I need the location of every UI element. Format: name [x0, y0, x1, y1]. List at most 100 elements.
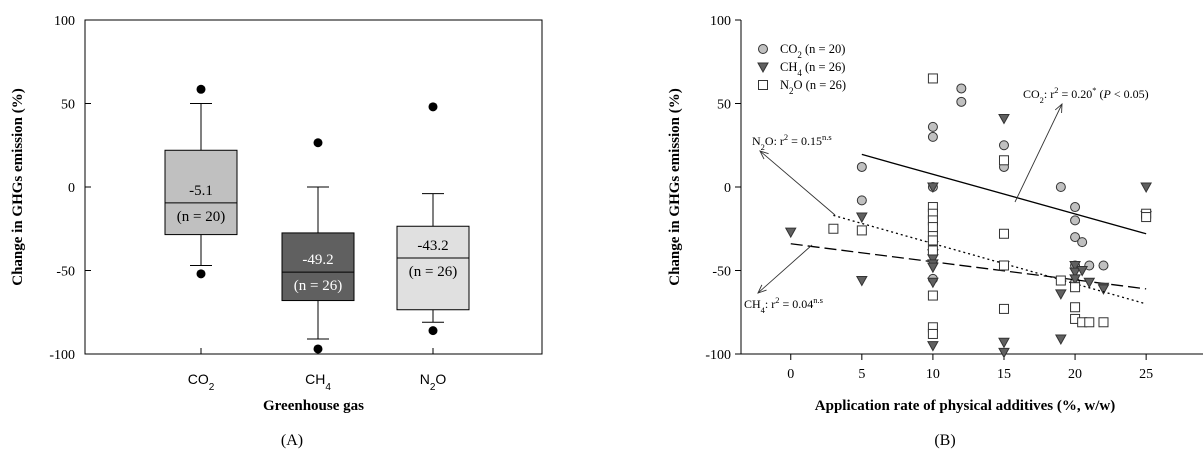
data-point: [855, 212, 868, 224]
data-point: [1141, 212, 1152, 223]
legend-label: CO2 (n = 20): [780, 42, 845, 60]
legend-marker: [758, 44, 768, 54]
data-point: [927, 245, 938, 256]
x-tick-label: 10: [926, 367, 940, 382]
panel-label: (B): [934, 432, 955, 449]
data-point: [1055, 275, 1066, 286]
box: [281, 232, 355, 302]
x-tick-label: CO2: [188, 371, 215, 393]
data-point: [998, 337, 1010, 349]
arrow-ch4: [757, 244, 813, 294]
data-point: [956, 96, 967, 107]
arrow-co2: [1014, 103, 1063, 203]
arrow-n2o: [759, 150, 836, 216]
annotation-co2: CO2: r2 = 0.20* (P < 0.05): [1023, 85, 1149, 105]
legend-marker: [757, 62, 769, 74]
y-tick-label: -50: [712, 265, 731, 280]
mean-label: -49.2: [302, 252, 333, 268]
panel-label: (A): [281, 432, 303, 449]
data-point: [1070, 202, 1081, 213]
y-tick-label: 100: [54, 14, 75, 29]
data-point: [1098, 317, 1109, 328]
data-point: [784, 227, 797, 239]
outlier-point: [313, 138, 323, 148]
data-point: [927, 73, 938, 84]
data-point: [1070, 302, 1081, 313]
data-point: [927, 262, 939, 274]
data-point: [1054, 334, 1067, 345]
data-point: [1084, 317, 1095, 328]
data-point: [998, 303, 1009, 314]
y-tick-label: -100: [705, 348, 731, 363]
arrow-n2o-head: [759, 150, 769, 160]
data-point: [1070, 232, 1081, 243]
x-tick-label: N2O: [420, 371, 447, 393]
data-point: [1069, 274, 1081, 285]
y-tick-label: 50: [717, 98, 731, 113]
data-point: [1140, 182, 1152, 194]
outlier-point: [196, 84, 206, 94]
data-point: [1055, 182, 1066, 192]
y-tick-label: 100: [710, 14, 731, 29]
y-tick-label: -50: [56, 265, 75, 280]
arrow-co2-head: [1054, 102, 1063, 114]
data-point: [956, 83, 967, 94]
mean-label: -43.2: [417, 238, 448, 254]
data-point: [855, 276, 868, 287]
data-point: [1083, 277, 1096, 289]
n-label: (n = 20): [177, 209, 225, 225]
x-tick-label: 20: [1068, 367, 1082, 382]
y-tick-label: 50: [61, 98, 75, 113]
outlier-point: [428, 326, 438, 336]
data-point: [927, 121, 938, 132]
outlier-point: [428, 102, 438, 112]
data-point: [998, 347, 1010, 359]
data-point: [927, 235, 938, 246]
outlier-point: [313, 344, 323, 354]
trend-line-2: [833, 214, 1147, 305]
data-point: [1069, 260, 1081, 272]
y-tick-label: 0: [68, 181, 75, 196]
data-point: [1076, 266, 1089, 277]
x-tick-label: 25: [1139, 367, 1153, 382]
x-axis-label: Greenhouse gas: [263, 398, 364, 414]
data-point: [1070, 282, 1081, 293]
x-tick-label: 0: [787, 367, 794, 382]
panel-a: -100 -50 0 50 100 -5.1 (n = 20) CO2 -49.2 (n = 26…: [10, 14, 543, 449]
data-point: [1054, 289, 1067, 300]
box: [164, 149, 238, 236]
n-label: (n = 26): [409, 264, 457, 280]
y-tick-label: -100: [49, 348, 75, 363]
n-label: (n = 26): [294, 278, 342, 294]
data-point: [828, 223, 839, 234]
mean-label: -5.1: [189, 183, 213, 199]
data-point: [927, 182, 939, 194]
data-point: [1097, 284, 1110, 295]
legend-label: N2O (n = 26): [780, 78, 846, 96]
data-point: [1077, 237, 1088, 248]
data-point: [998, 155, 1009, 166]
x-tick-label: 15: [997, 367, 1011, 382]
x-axis-label: Application rate of physical additives (…: [815, 398, 1115, 414]
data-point: [927, 290, 938, 301]
data-point: [998, 140, 1009, 151]
annotation-ch4: CH4: r2 = 0.04n.s: [744, 295, 823, 315]
data-point: [856, 225, 867, 236]
data-point: [927, 328, 938, 339]
data-point: [1098, 260, 1109, 271]
arrow-ch4-head: [757, 284, 767, 294]
data-point: [856, 195, 867, 206]
trend-line-0: [861, 153, 1147, 235]
data-point: [927, 277, 939, 289]
y-axis-label: Change in GHGs emission (%): [10, 88, 26, 286]
x-tick-label: CH4: [305, 371, 331, 393]
panel-b: -100 -50 0 50 100 0 5 10 15 20 25 CO2 (n = 20)CH4 (…: [667, 14, 1203, 449]
annotation-n2o: N2O: r2 = 0.15n.s: [752, 132, 832, 152]
outlier-point: [196, 269, 206, 279]
data-point: [998, 260, 1009, 271]
x-tick-label: 5: [858, 367, 865, 382]
box: [396, 225, 470, 311]
y-axis-label: Change in GHGs emission (%): [667, 88, 683, 286]
data-point: [856, 161, 867, 172]
